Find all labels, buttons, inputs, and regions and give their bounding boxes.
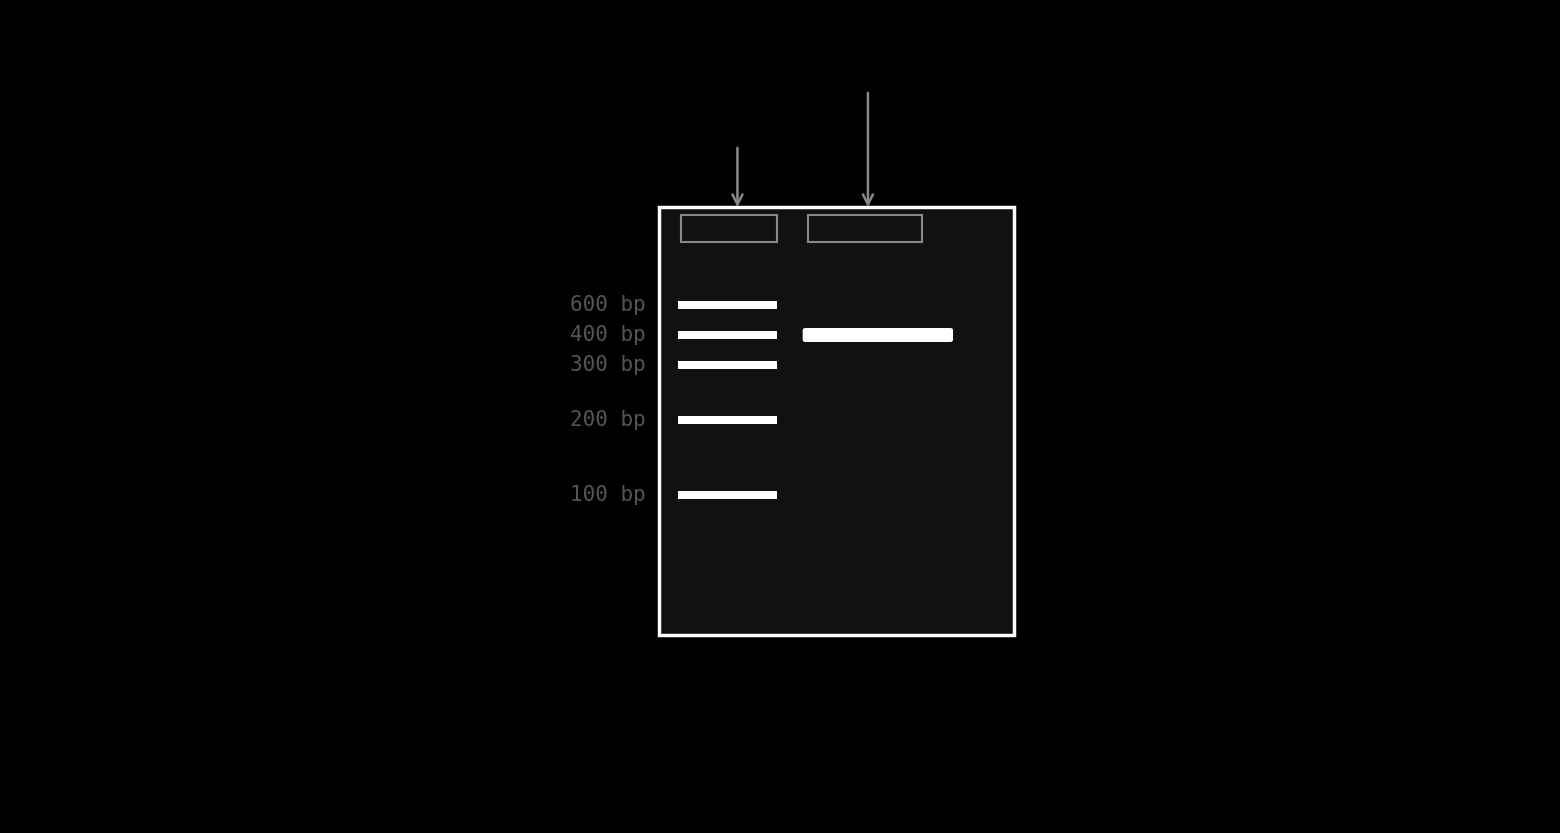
FancyBboxPatch shape (803, 328, 953, 342)
Text: 300 bp: 300 bp (569, 355, 646, 375)
Bar (679, 301, 777, 309)
Bar (808, 215, 922, 242)
Bar (679, 416, 777, 424)
Text: 200 bp: 200 bp (569, 410, 646, 430)
Bar (660, 207, 1014, 635)
Bar (680, 215, 777, 242)
Text: 400 bp: 400 bp (569, 325, 646, 345)
Text: 100 bp: 100 bp (569, 485, 646, 505)
Bar (679, 361, 777, 369)
Bar (679, 491, 777, 499)
Bar (679, 331, 777, 339)
Text: 600 bp: 600 bp (569, 295, 646, 315)
